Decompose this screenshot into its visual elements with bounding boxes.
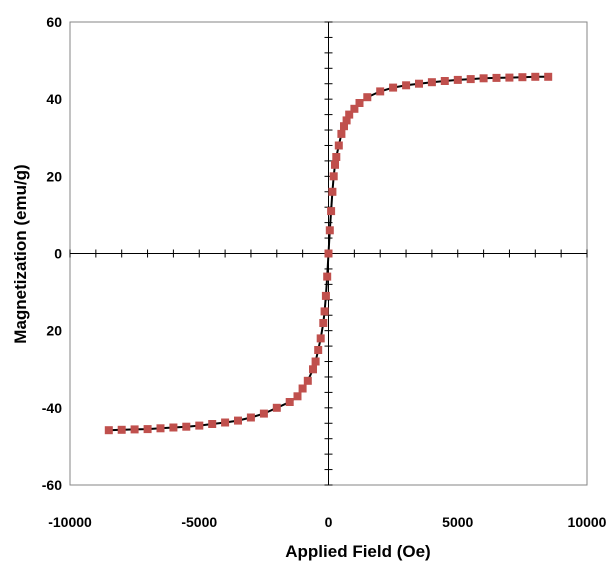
- data-point: [345, 110, 354, 119]
- data-point: [221, 418, 230, 427]
- data-point: [259, 409, 268, 418]
- data-point: [169, 423, 178, 432]
- data-point: [314, 346, 323, 354]
- series-markers: [104, 72, 553, 435]
- data-point: [340, 122, 348, 131]
- data-point: [309, 365, 317, 374]
- data-point: [104, 426, 113, 435]
- data-point: [195, 421, 204, 430]
- data-point: [182, 422, 191, 431]
- data-point: [272, 403, 281, 412]
- y-tick-label: 0: [54, 246, 62, 262]
- y-tick-label: -60: [42, 477, 62, 493]
- data-point: [325, 226, 334, 235]
- y-tick-label: 60: [46, 14, 62, 30]
- data-point: [143, 425, 152, 434]
- data-point: [316, 334, 325, 343]
- data-point: [415, 79, 423, 88]
- data-point: [293, 392, 302, 401]
- data-point: [327, 207, 336, 216]
- data-point: [234, 416, 242, 425]
- x-tick-label: 5000: [442, 514, 473, 530]
- data-point: [303, 376, 312, 385]
- data-point: [342, 116, 351, 125]
- data-point: [376, 87, 385, 96]
- data-point: [518, 73, 527, 82]
- x-axis-title: Applied Field (Oe): [285, 542, 430, 561]
- x-tick-label: -10000: [48, 514, 92, 530]
- data-point: [427, 78, 436, 87]
- y-axis-title: Magnetization (emu/g): [11, 164, 30, 343]
- data-point: [334, 141, 343, 150]
- data-point: [492, 73, 501, 82]
- data-point: [329, 172, 338, 181]
- x-tick-labels: -10000 -5000 0 5000 10000: [48, 514, 606, 530]
- data-point: [332, 153, 341, 161]
- data-point: [285, 398, 294, 406]
- data-point: [311, 357, 320, 366]
- data-point: [363, 93, 372, 102]
- data-point: [389, 83, 398, 92]
- y-tick-label: 20: [46, 168, 62, 184]
- data-point: [319, 319, 328, 327]
- data-point: [544, 72, 553, 81]
- data-point: [156, 424, 165, 433]
- data-point: [355, 99, 364, 107]
- data-point: [246, 413, 255, 422]
- data-point: [505, 73, 514, 82]
- data-point: [337, 129, 346, 138]
- data-point: [130, 425, 139, 434]
- data-point: [402, 81, 411, 90]
- x-tick-label: -5000: [181, 514, 217, 530]
- x-tick-label: 0: [325, 514, 333, 530]
- data-point: [298, 384, 307, 393]
- data-point: [440, 77, 449, 85]
- data-point: [208, 420, 217, 428]
- data-point: [531, 72, 540, 81]
- data-point: [328, 187, 337, 196]
- y-tick-label: 20: [46, 323, 62, 339]
- data-point: [350, 104, 359, 113]
- y-tick-labels: 60 40 20 0 20 -40 -60: [42, 14, 62, 493]
- y-tick-label: -40: [42, 400, 62, 416]
- data-point: [479, 74, 488, 83]
- x-tick-label: 10000: [568, 514, 607, 530]
- data-point: [331, 160, 339, 169]
- data-point: [320, 307, 329, 316]
- data-point: [324, 249, 333, 258]
- data-point: [117, 425, 126, 434]
- data-point: [321, 291, 330, 300]
- data-point: [453, 75, 462, 84]
- data-point: [466, 75, 475, 84]
- y-tick-label: 40: [46, 91, 62, 107]
- data-point: [323, 272, 332, 281]
